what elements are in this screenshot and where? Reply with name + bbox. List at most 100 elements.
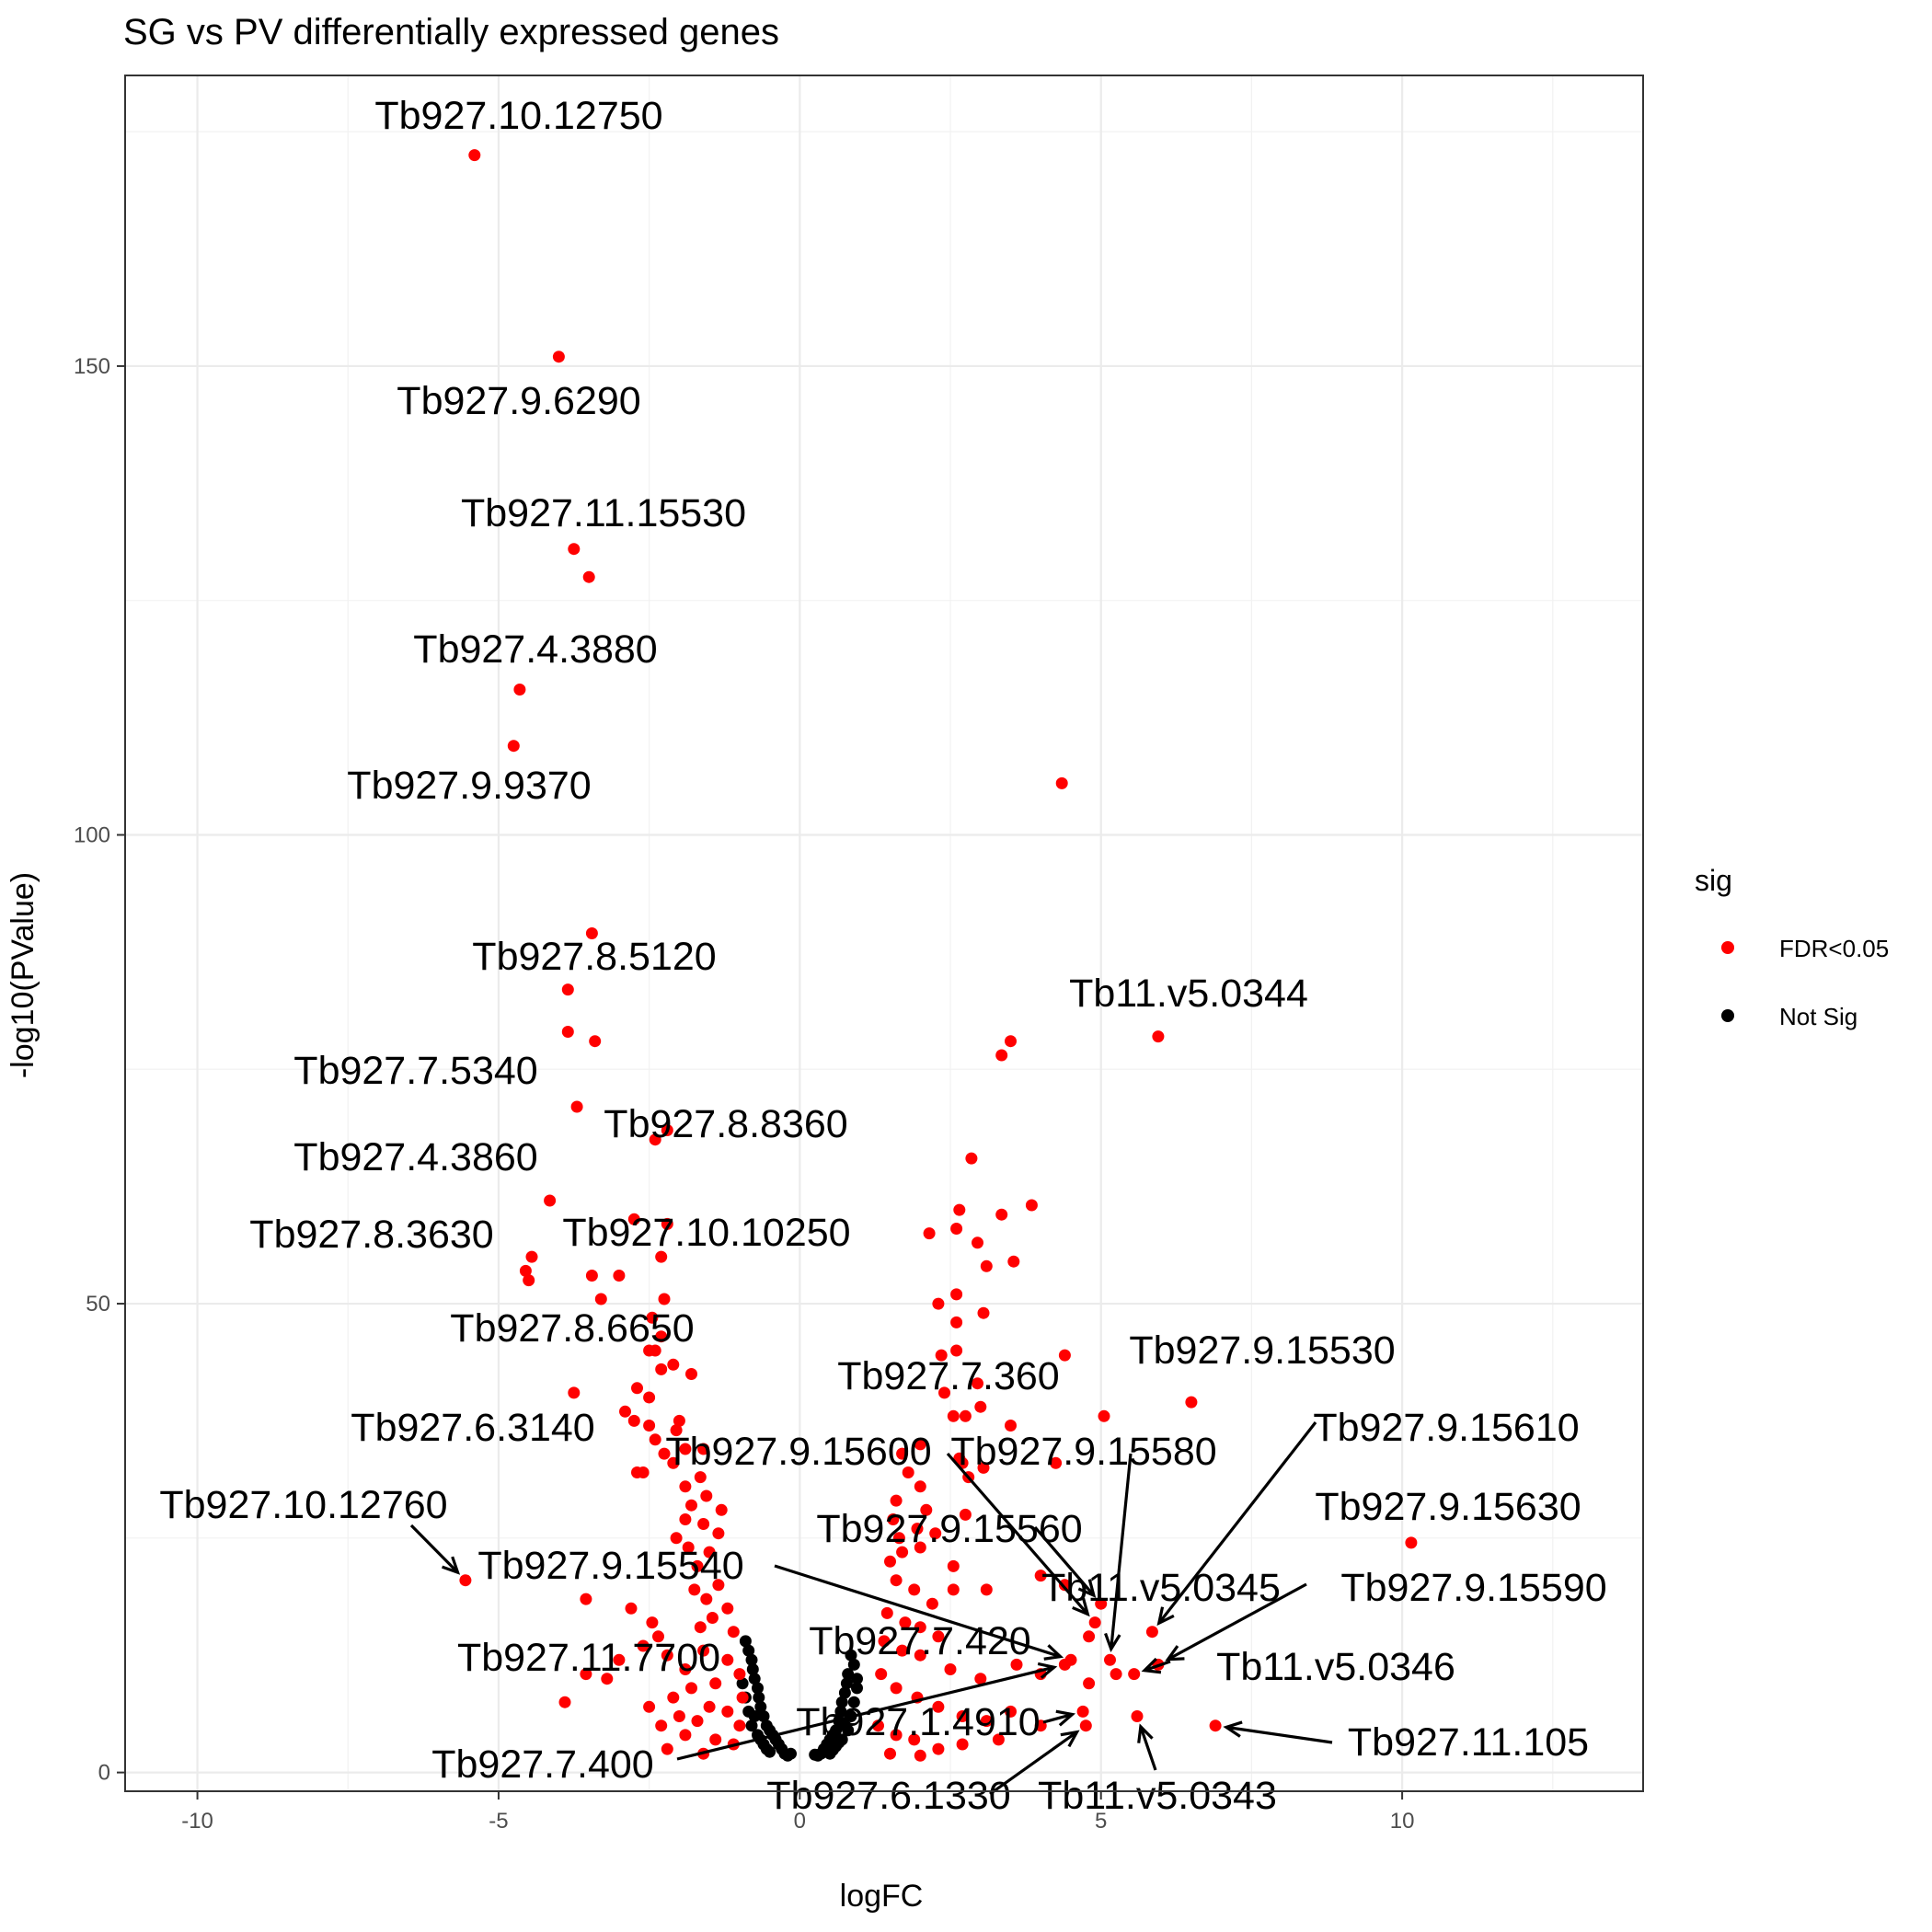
sig-point (691, 1715, 704, 1728)
sig-point (561, 983, 574, 996)
label-arrow-head (1060, 1730, 1080, 1748)
sig-point (655, 1719, 668, 1732)
sig-point (697, 1518, 710, 1530)
sig-point (694, 1471, 707, 1484)
sig-point (956, 1738, 969, 1751)
sig-point (872, 1719, 884, 1732)
sig-point (658, 1293, 671, 1305)
legend-key-sig (1721, 941, 1734, 954)
sig-point (561, 1026, 574, 1038)
sig-point (637, 1639, 650, 1652)
sig-point (890, 1729, 903, 1742)
sig-point (733, 1719, 746, 1732)
sig-point (932, 1297, 945, 1310)
sig-point (914, 1649, 926, 1662)
x-tick-label: -10 (181, 1809, 213, 1834)
sig-point (953, 1452, 966, 1465)
y-tick-label: 150 (74, 354, 110, 379)
sig-point (685, 1682, 697, 1695)
sig-point (667, 1456, 680, 1469)
sig-point (914, 1621, 926, 1634)
not-sig-point (748, 1710, 761, 1722)
sig-point (972, 1236, 983, 1249)
sig-point (995, 1049, 1008, 1062)
label-arrow (1157, 1421, 1317, 1625)
not-sig-point (840, 1677, 853, 1690)
sig-point (959, 1508, 972, 1521)
label-arrow-head (1055, 1709, 1076, 1727)
sig-point (670, 1532, 683, 1545)
not-sig-point (748, 1673, 761, 1685)
not-sig-point (809, 1748, 822, 1761)
sig-point (646, 1311, 659, 1324)
sig-point (694, 1621, 707, 1634)
sig-point (892, 1532, 905, 1545)
plot-panel: Tb927.10.12750 Tb927.9.6290 Tb927.11.15530… (124, 75, 1644, 1818)
sig-point (703, 1700, 716, 1713)
sig-point (643, 1700, 656, 1713)
sig-point (697, 1644, 710, 1657)
sig-point (1104, 1653, 1116, 1666)
gene-label: Tb927.7.400 (431, 1742, 653, 1787)
sig-point (1131, 1710, 1144, 1722)
sig-point (507, 740, 520, 753)
sig-point (932, 1742, 945, 1755)
label-arrow (1110, 1453, 1133, 1650)
sig-point (875, 1668, 888, 1681)
sig-point (1058, 1349, 1071, 1362)
gene-label: Tb927.10.10250 (562, 1211, 850, 1255)
sig-point (582, 570, 595, 583)
sig-point (715, 1503, 728, 1516)
label-arrow-head (1104, 1632, 1121, 1653)
sig-point (878, 1635, 891, 1648)
sig-point (1083, 1630, 1096, 1643)
x-tick-label: 10 (1390, 1809, 1415, 1834)
sig-point (459, 1574, 472, 1587)
label-arrow (1167, 1582, 1307, 1662)
minor-gridlines (125, 75, 1643, 1791)
not-sig-point (742, 1644, 755, 1657)
sig-point (880, 1606, 893, 1619)
gene-label: Tb927.4.3860 (293, 1135, 537, 1179)
sig-point (658, 1447, 671, 1460)
sig-point (706, 1612, 719, 1624)
gene-label: Tb927.9.9370 (347, 764, 591, 808)
gene-labels: Tb927.10.12750 Tb927.9.6290 Tb927.11.15530… (159, 94, 1606, 1818)
y-tick-label: 50 (86, 1292, 110, 1317)
sig-point (1034, 1570, 1047, 1582)
sig-point (661, 1649, 673, 1662)
sig-point (643, 1420, 656, 1432)
sig-point (585, 1270, 598, 1282)
sig-point (613, 1653, 626, 1666)
sig-point (950, 1316, 963, 1328)
sig-point (953, 1203, 966, 1216)
sig-point (594, 1293, 607, 1305)
legend-label-notsig: Not Sig (1779, 1003, 1857, 1030)
x-tick-label: -5 (489, 1809, 508, 1834)
sig-point (712, 1527, 725, 1540)
gene-label: Tb927.9.15560 (816, 1507, 1082, 1551)
gene-label: Tb927.9.15590 (1340, 1566, 1606, 1610)
sig-point (679, 1480, 692, 1493)
label-arrow-head (1072, 1597, 1090, 1617)
sig-point (884, 1747, 896, 1760)
sig-point (580, 1668, 592, 1681)
gene-label: Tb927.9.15530 (1129, 1328, 1395, 1373)
sig-point (992, 1733, 1005, 1746)
gene-label: Tb11.v5.0344 (1069, 972, 1308, 1016)
sig-point (890, 1682, 903, 1695)
sig-point (899, 1616, 912, 1629)
sig-point (667, 1691, 680, 1704)
sig-point (965, 1152, 978, 1165)
not-sig-point (838, 1719, 851, 1732)
sig-point (926, 1597, 938, 1610)
sig-point (1010, 1658, 1023, 1671)
sig-point (721, 1653, 734, 1666)
not-sig-point (757, 1710, 770, 1722)
label-arrow (946, 1452, 1089, 1616)
sig-point (920, 1503, 933, 1516)
label-arrow-head (1165, 1645, 1185, 1662)
gene-label: Tb927.8.8360 (604, 1102, 847, 1146)
label-arrow-head (1077, 1579, 1097, 1598)
sig-point (929, 1527, 942, 1540)
